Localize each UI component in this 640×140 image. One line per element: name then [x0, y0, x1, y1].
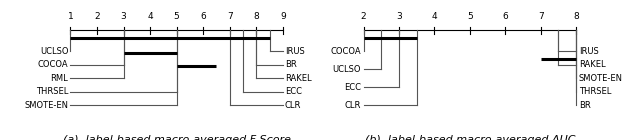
Text: COCOA: COCOA: [330, 46, 361, 56]
Text: 6: 6: [200, 12, 206, 21]
Text: 3: 3: [396, 12, 402, 21]
Text: IRUS: IRUS: [285, 46, 305, 56]
Text: ECC: ECC: [344, 83, 361, 92]
Text: 6: 6: [502, 12, 508, 21]
Text: 5: 5: [467, 12, 473, 21]
Text: 8: 8: [573, 12, 579, 21]
Text: RML: RML: [51, 74, 68, 83]
Text: IRUS: IRUS: [579, 46, 598, 56]
Text: CLR: CLR: [344, 101, 361, 110]
Text: 4: 4: [431, 12, 437, 21]
Text: CLR: CLR: [285, 101, 301, 110]
Text: BR: BR: [285, 60, 297, 69]
Text: UCLSO: UCLSO: [40, 46, 68, 56]
Text: RAKEL: RAKEL: [579, 60, 605, 69]
Text: THRSEL: THRSEL: [579, 87, 611, 96]
Text: COCOA: COCOA: [38, 60, 68, 69]
Text: 3: 3: [120, 12, 126, 21]
Text: 8: 8: [253, 12, 259, 21]
Text: (a)  label-based macro-averaged F-Score: (a) label-based macro-averaged F-Score: [63, 135, 291, 140]
Text: ECC: ECC: [285, 87, 302, 96]
Text: 5: 5: [173, 12, 179, 21]
Text: SMOTE-EN: SMOTE-EN: [579, 74, 623, 83]
Text: 4: 4: [147, 12, 153, 21]
Text: 1: 1: [68, 12, 73, 21]
Text: 7: 7: [538, 12, 543, 21]
Text: 2: 2: [94, 12, 100, 21]
Text: (b)  label-based macro-averaged AUC: (b) label-based macro-averaged AUC: [365, 135, 575, 140]
Text: 2: 2: [361, 12, 366, 21]
Text: SMOTE-EN: SMOTE-EN: [24, 101, 68, 110]
Text: RAKEL: RAKEL: [285, 74, 312, 83]
Text: THRSEL: THRSEL: [36, 87, 68, 96]
Text: 7: 7: [227, 12, 232, 21]
Text: BR: BR: [579, 101, 591, 110]
Text: 9: 9: [280, 12, 285, 21]
Text: UCLSO: UCLSO: [332, 65, 361, 74]
